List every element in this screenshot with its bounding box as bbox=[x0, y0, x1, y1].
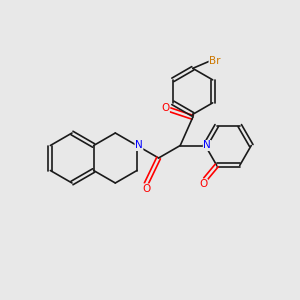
Text: O: O bbox=[142, 184, 150, 194]
Text: N: N bbox=[203, 140, 211, 151]
Text: O: O bbox=[161, 103, 170, 113]
Text: Br: Br bbox=[209, 56, 220, 67]
Text: O: O bbox=[199, 179, 207, 189]
Text: N: N bbox=[135, 140, 143, 151]
